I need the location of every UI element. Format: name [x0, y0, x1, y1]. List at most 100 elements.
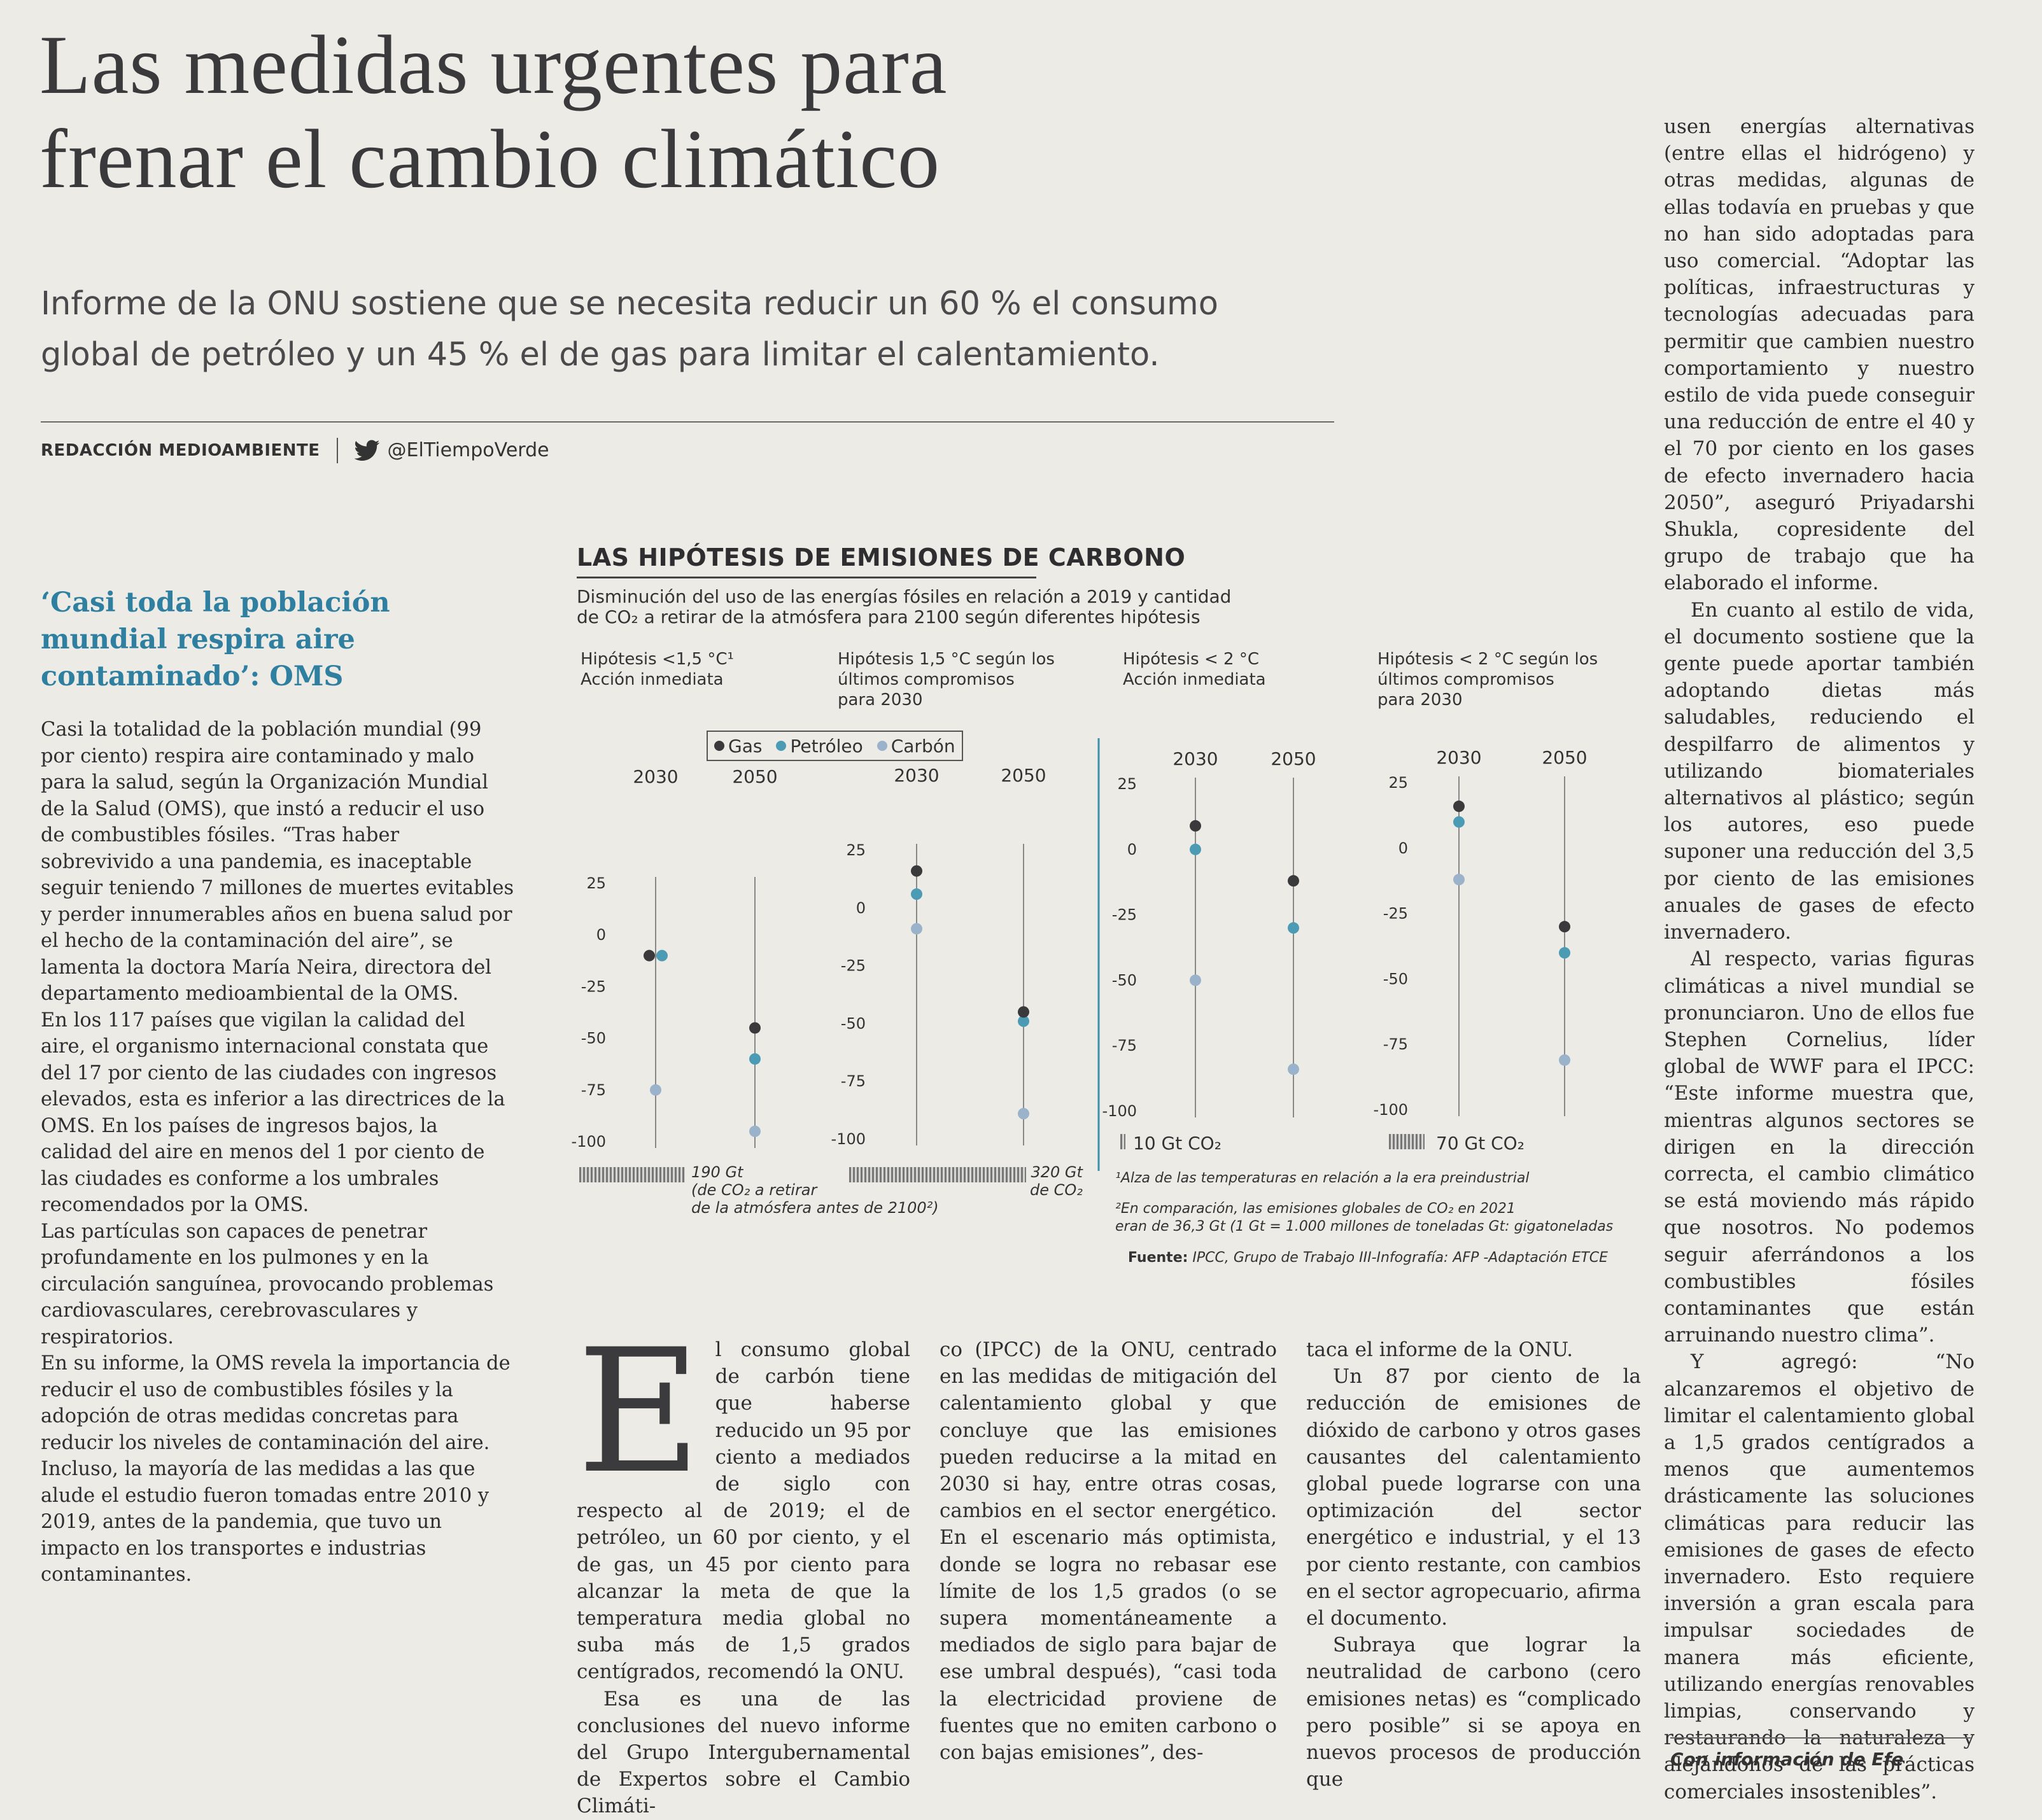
budget-bar-4 [1389, 1134, 1425, 1149]
headline-line-1: Las medidas urgentes para [39, 18, 948, 111]
sidebar-body: Casi la totalidad de la población mundia… [41, 717, 514, 1588]
hypothesis-line: para 2030 [838, 690, 923, 710]
y-tick-label: 25 [846, 841, 866, 859]
y-tick-label: -25 [1112, 906, 1137, 924]
data-point-gas [1559, 921, 1570, 933]
headline-line-2: frenar el cambio climático [39, 112, 940, 206]
sidebar-paragraph: En los 117 países que vigilan la calidad… [41, 1009, 505, 1217]
budget-bar-1 [579, 1167, 685, 1182]
legend-swatch [776, 741, 787, 751]
data-point-carbón [650, 1084, 661, 1096]
hypothesis-line: Hipótesis <1,5 °C¹ [581, 650, 734, 669]
year-label: 2030 [633, 766, 678, 787]
subtitle-line-2: global de petróleo y un 45 % el de gas p… [41, 336, 1160, 374]
y-tick-label: 25 [1388, 774, 1408, 792]
hypothesis-label-4: Hipótesis < 2 °C según los últimos compr… [1377, 649, 1598, 710]
year-label: 2050 [1001, 765, 1046, 786]
legend-item-gas: Gas [714, 736, 762, 757]
body-paragraph: Subraya que lograr la neutralidad de car… [1306, 1634, 1641, 1791]
data-point-carbón [1453, 874, 1465, 886]
data-point-gas [749, 1022, 761, 1034]
data-point-petróleo [911, 888, 922, 900]
source-text: IPCC, Grupo de Trabajo III-Infografía: A… [1192, 1250, 1609, 1266]
hypothesis-line: para 2030 [1377, 690, 1463, 710]
legend-item-carbon: Carbón [877, 736, 955, 757]
body-paragraph: Al respecto, varias figuras climáticas a… [1664, 948, 1975, 1347]
y-tick-label: -50 [1383, 970, 1408, 988]
year-label: 2050 [1542, 747, 1587, 768]
budget-bar-3 [1120, 1134, 1125, 1149]
hypothesis-line: Acción inmediata [1123, 670, 1266, 689]
byline-separator [336, 438, 338, 463]
y-tick-label: -25 [841, 957, 866, 975]
body-paragraph: En cuanto al estilo de vida, el document… [1664, 598, 1975, 944]
y-tick-label: -50 [1112, 971, 1137, 989]
y-tick-label: -25 [1383, 905, 1408, 923]
data-point-carbón [1190, 974, 1201, 986]
body-paragraph: Y agregó: “No alcanzaremos el objetivo d… [1664, 1350, 1975, 1803]
chart-source: Fuente: IPCC, Grupo de Trabajo III-Infog… [1128, 1250, 1608, 1266]
budget-line: de CO₂ [1030, 1181, 1083, 1199]
legend-label: Carbón [891, 735, 955, 757]
y-tick-label: 0 [1127, 841, 1137, 858]
budget-line: 190 Gt [691, 1163, 743, 1181]
legend-swatch [877, 741, 887, 751]
chart-subtitle-line-2: de CO₂ a retirar de la atmósfera para 21… [577, 606, 1201, 627]
data-point-petróleo [1453, 816, 1465, 828]
y-tick-label: 25 [1117, 775, 1137, 793]
legend-swatch [714, 741, 724, 751]
budget-label-3: 10 Gt CO₂ [1133, 1133, 1222, 1154]
chart-title-rule [577, 577, 1036, 578]
chart-note-1: ¹Alza de las temperaturas en relación a … [1115, 1170, 1530, 1186]
y-tick-label: -50 [841, 1014, 866, 1032]
credit-rule [1670, 1737, 1971, 1739]
hypothesis-line: últimos compromisos [838, 670, 1015, 689]
year-label: 2050 [1271, 748, 1316, 769]
y-tick-label: -75 [1112, 1037, 1137, 1054]
body-paragraph: Esa es una de las conclusiones del nuevo… [577, 1687, 910, 1818]
data-point-carbón [1559, 1054, 1570, 1066]
twitter-bird-icon [354, 440, 379, 461]
byline-author: REDACCIÓN MEDIOAMBIENTE [41, 441, 320, 460]
byline: REDACCIÓN MEDIOAMBIENTE @ElTiempoVerde [41, 437, 549, 465]
legend-label: Petróleo [790, 735, 863, 757]
chart-note-2: ²En comparación, las emisiones globales … [1115, 1200, 1613, 1236]
hypothesis-line: Hipótesis 1,5 °C según los [838, 650, 1055, 669]
hypothesis-label-2: Hipótesis 1,5 °C según los últimos compr… [838, 649, 1055, 710]
y-tick-label: 25 [586, 874, 606, 892]
sidebar-paragraph: Casi la totalidad de la población mundia… [41, 718, 514, 1005]
y-tick-label: -50 [581, 1030, 606, 1047]
data-point-carbón [749, 1125, 761, 1137]
hypothesis-label-3: Hipótesis < 2 °C Acción inmediata [1123, 649, 1266, 690]
body-paragraph: taca el informe de la ONU. [1306, 1338, 1574, 1361]
y-tick-label: 0 [596, 926, 606, 944]
headline: Las medidas urgentes para frenar el camb… [39, 18, 1338, 206]
hypothesis-line: Acción inmediata [581, 670, 724, 689]
legend-item-petroleo: Petróleo [776, 736, 863, 757]
body-paragraph: usen energías alternativas (entre ellas … [1664, 115, 1975, 595]
budget-label-1: 190 Gt (de CO₂ a retirar de la atmósfera… [691, 1163, 939, 1217]
data-point-gas [911, 865, 922, 877]
subtitle-line-1: Informe de la ONU sostiene que se necesi… [41, 285, 1218, 323]
data-point-gas [1453, 801, 1465, 813]
year-label: 2030 [1172, 748, 1218, 769]
body-column-4: usen energías alternativas (entre ellas … [1664, 113, 1975, 1805]
chart-subtitle-line-1: Disminución del uso de las energías fósi… [577, 586, 1232, 607]
y-tick-label: -100 [1374, 1101, 1408, 1119]
y-tick-label: -75 [841, 1072, 866, 1090]
budget-line: (de CO₂ a retirar [691, 1181, 817, 1199]
y-tick-label: -100 [1102, 1102, 1137, 1120]
body-paragraph: co (IPCC) de la ONU, centrado en las med… [940, 1338, 1277, 1765]
data-point-petróleo [1190, 843, 1201, 855]
y-tick-label: 0 [1398, 839, 1408, 857]
emissions-chart: 25 0 -25 -50 -75 -100 2030 2050 25 0 -25 -50 -75 -100… [572, 738, 1588, 1171]
dropcap: E [577, 1313, 701, 1511]
subtitle: Informe de la ONU sostiene que se necesi… [41, 279, 1339, 381]
data-point-petróleo [1018, 1015, 1029, 1027]
data-point-petróleo [1559, 947, 1570, 959]
data-point-carbón [1018, 1108, 1029, 1120]
body-column-2: co (IPCC) de la ONU, centrado en las med… [940, 1336, 1277, 1766]
data-point-gas [1190, 820, 1201, 832]
hypothesis-line: últimos compromisos [1377, 670, 1554, 689]
data-point-petróleo [749, 1053, 761, 1065]
